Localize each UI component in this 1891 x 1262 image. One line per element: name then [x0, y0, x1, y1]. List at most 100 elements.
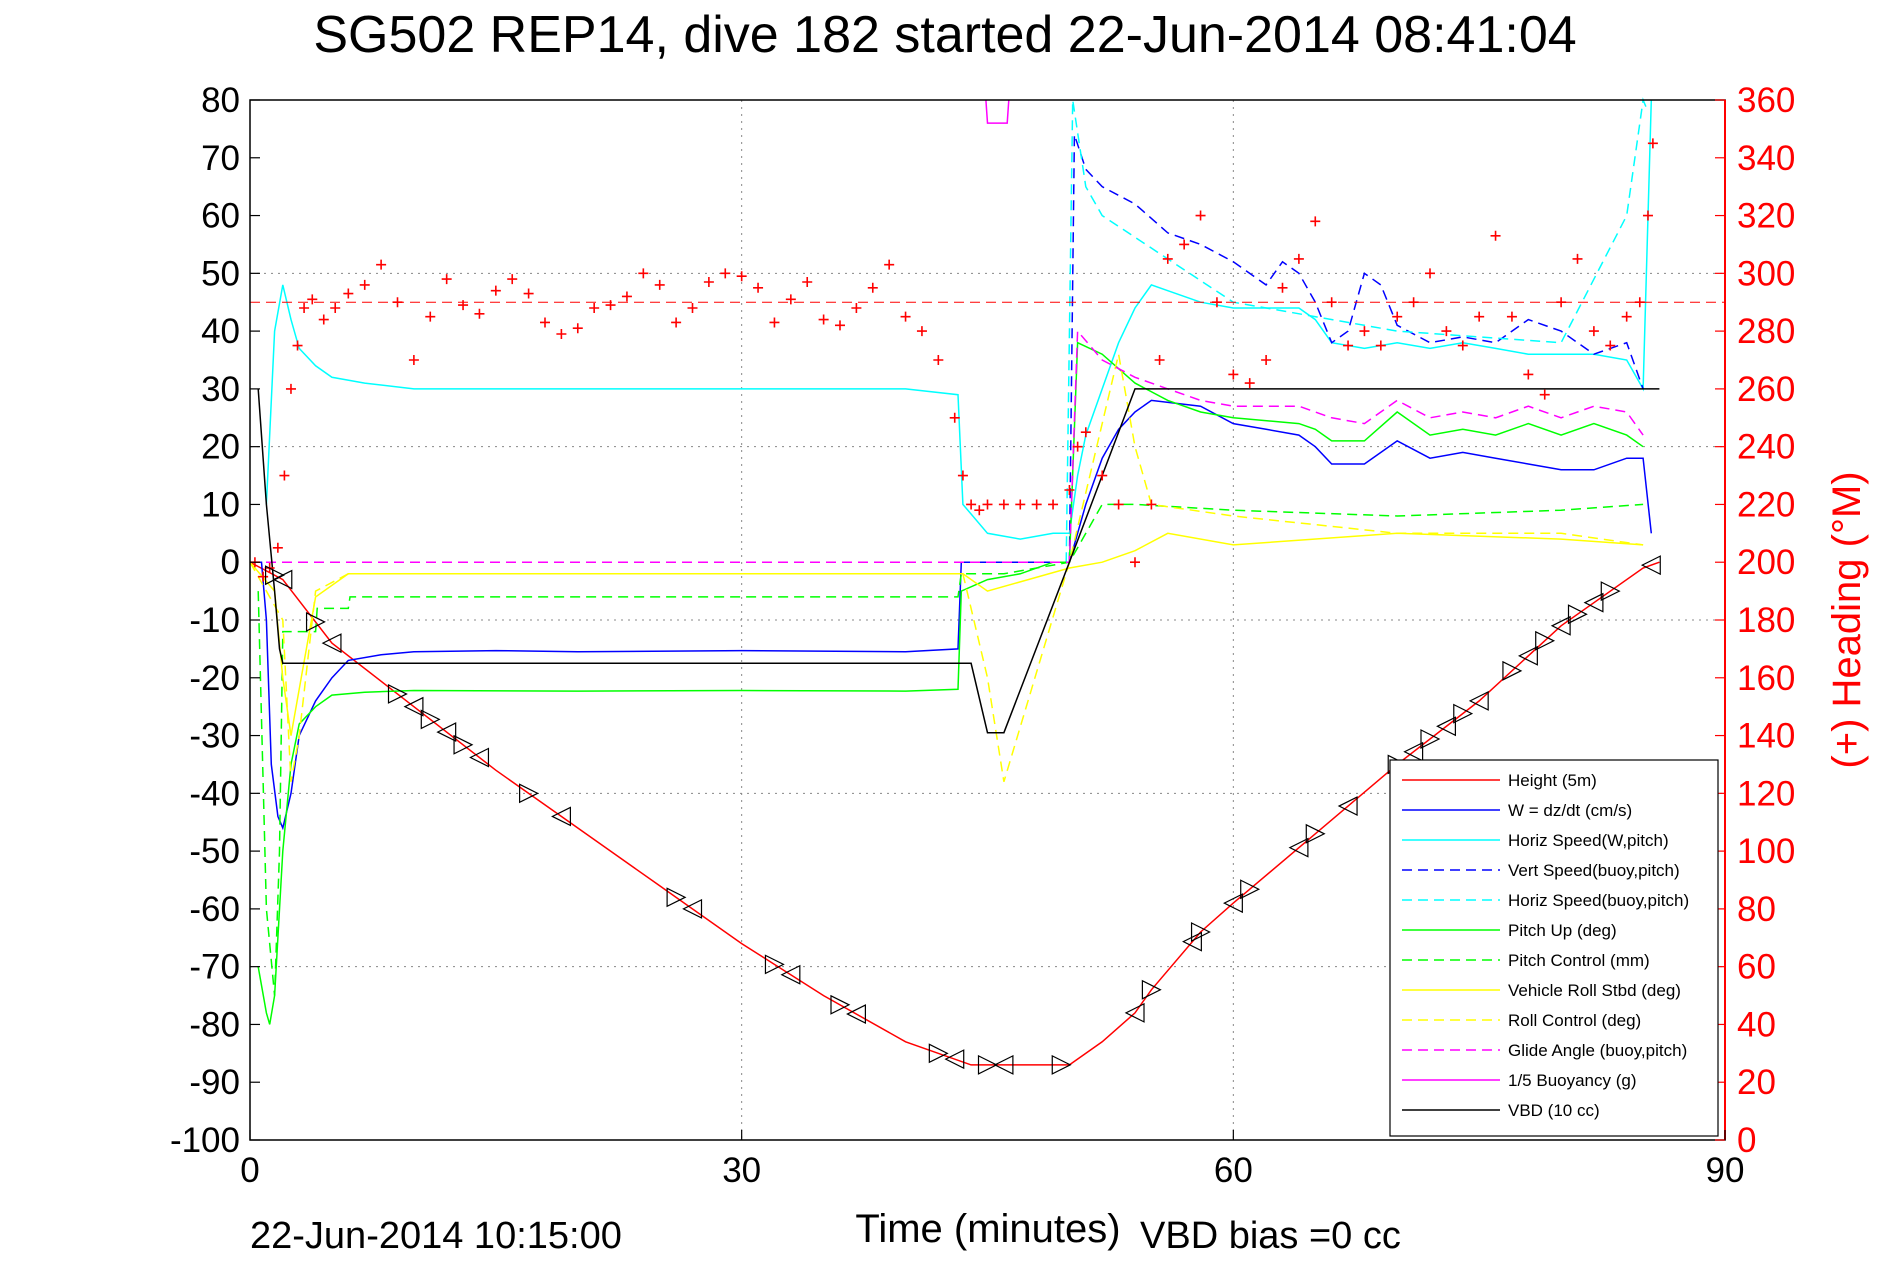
- y-tick-label: 80: [201, 81, 240, 120]
- heading-point: [1293, 253, 1304, 264]
- heading-point: [1179, 239, 1190, 250]
- heading-point: [1015, 499, 1026, 510]
- height-marker: [1190, 922, 1211, 942]
- legend-entry: Horiz Speed(buoy,pitch): [1508, 891, 1689, 910]
- heading-point: [736, 271, 747, 282]
- heading-point: [292, 340, 303, 351]
- heading-point: [982, 499, 993, 510]
- heading-point: [1343, 340, 1354, 351]
- heading-point: [1506, 311, 1517, 322]
- y-tick-label: 50: [201, 254, 240, 293]
- heading-point: [556, 329, 567, 339]
- heading-point: [867, 282, 878, 293]
- height-marker: [1535, 630, 1556, 651]
- y-tick-label: -100: [170, 1121, 240, 1160]
- heading-point: [1425, 268, 1435, 279]
- y-tick-label: -80: [189, 1005, 240, 1044]
- y-tick-label: -20: [189, 659, 240, 698]
- legend-entry: Vehicle Roll Stbd (deg): [1508, 981, 1681, 1000]
- heading-point: [916, 326, 927, 337]
- heading-point: [1211, 297, 1222, 308]
- heading-point: [1621, 311, 1632, 322]
- height-marker: [944, 1049, 965, 1070]
- y-right-tick-label: 220: [1737, 485, 1795, 524]
- heading-point: [974, 505, 985, 516]
- y-right-tick-label: 120: [1737, 774, 1795, 813]
- height-marker: [1502, 660, 1523, 681]
- heading-point: [998, 499, 1009, 510]
- heading-point: [1539, 389, 1550, 400]
- x-tick-label: 30: [722, 1151, 761, 1190]
- height-marker: [1436, 716, 1456, 737]
- y-right-tick-label: 60: [1737, 948, 1776, 987]
- height-marker: [519, 783, 539, 804]
- heading-point: [343, 288, 354, 299]
- heading-point: [818, 314, 829, 325]
- heading-point: [359, 279, 370, 290]
- y-tick-label: -50: [189, 832, 240, 871]
- heading-point: [1113, 499, 1124, 510]
- y-right-tick-label: 360: [1737, 81, 1795, 120]
- heading-point: [572, 323, 583, 334]
- heading-point: [285, 383, 296, 394]
- y-tick-label: 0: [221, 543, 240, 582]
- y-tick-label: 60: [201, 197, 240, 236]
- heading-point: [458, 300, 469, 311]
- heading-point: [1647, 138, 1658, 149]
- heading-point: [299, 303, 310, 313]
- y-tick-label: -60: [189, 890, 240, 929]
- heading-point: [1031, 499, 1042, 510]
- y-tick-label: 40: [201, 312, 240, 351]
- height-marker: [469, 747, 490, 768]
- footer-timestamp: 22-Jun-2014 10:15:00: [250, 1215, 622, 1257]
- heading-point: [753, 282, 764, 293]
- height-marker: [453, 734, 474, 755]
- height-marker: [1420, 729, 1441, 749]
- height-marker: [1403, 741, 1424, 762]
- heading-point: [330, 303, 341, 313]
- series-line: [249, 354, 1644, 783]
- height-marker: [1453, 703, 1474, 724]
- y-right-tick-label: 260: [1737, 370, 1795, 409]
- y-right-tick-label: 100: [1737, 832, 1795, 871]
- height-marker: [272, 569, 293, 590]
- y-right-tick-label: 180: [1737, 601, 1795, 640]
- heading-point: [957, 470, 968, 481]
- heading-point: [1474, 311, 1485, 322]
- height-marker: [1600, 581, 1621, 602]
- height-marker: [780, 964, 801, 985]
- heading-point: [258, 571, 269, 582]
- height-marker: [928, 1043, 949, 1064]
- heading-point: [703, 277, 714, 287]
- height-marker: [1124, 1002, 1145, 1023]
- heading-point: [408, 355, 419, 365]
- legend-entry: VBD (10 cc): [1508, 1101, 1600, 1120]
- left-axis: 80 70 60 50 40 30 20 10 0 -10 -20 -30 -40 -50 -60 -70 -8…: [170, 81, 260, 1160]
- heading-point: [507, 274, 518, 285]
- y-right-tick-label: 240: [1737, 428, 1795, 467]
- heading-point: [1605, 340, 1616, 351]
- heading-point: [1634, 297, 1645, 308]
- height-marker: [1305, 823, 1326, 844]
- heading-point: [1195, 210, 1206, 221]
- heading-point: [272, 542, 283, 553]
- heading-layer: [249, 138, 1725, 582]
- y-tick-label: -10: [189, 601, 240, 640]
- heading-point: [1162, 253, 1173, 264]
- heading-point: [1310, 216, 1321, 227]
- height-marker: [682, 898, 703, 919]
- series-line: [257, 503, 1644, 996]
- heading-point: [474, 308, 485, 319]
- height-marker: [387, 683, 408, 704]
- y-tick-label: 30: [201, 370, 240, 409]
- legend-entry: Pitch Up (deg): [1508, 921, 1617, 940]
- grid: [250, 100, 1725, 1140]
- heading-point: [802, 277, 813, 287]
- series-line: [265, 99, 1653, 540]
- heading-point: [1556, 297, 1567, 308]
- heading-point: [1072, 441, 1083, 452]
- series-line: [1065, 97, 1649, 563]
- height-marker: [420, 709, 441, 730]
- y-right-tick-label: 320: [1737, 197, 1795, 236]
- heading-point: [638, 268, 649, 279]
